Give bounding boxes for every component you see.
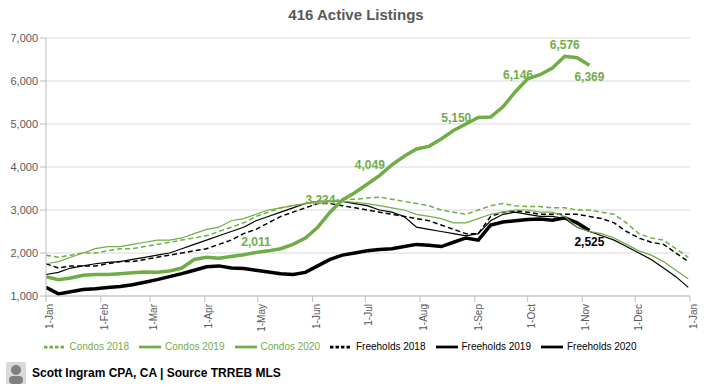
html-text:Freeholds 2019: Freeholds 2019 bbox=[461, 340, 531, 352]
html-text:Freeholds 2020: Freeholds 2020 bbox=[567, 340, 637, 352]
svg-text:1-Jan: 1-Jan bbox=[44, 304, 55, 329]
html-text:Condos 2020: Condos 2020 bbox=[260, 340, 320, 352]
svg-text:1-Sep: 1-Sep bbox=[473, 304, 484, 331]
svg-text:6,369: 6,369 bbox=[574, 70, 604, 84]
svg-text:6,000: 6,000 bbox=[10, 75, 38, 87]
svg-text:1-Apr: 1-Apr bbox=[203, 303, 214, 328]
svg-text:1-Jul: 1-Jul bbox=[363, 304, 374, 326]
svg-text:1-Aug: 1-Aug bbox=[418, 304, 429, 331]
svg-text:3,234: 3,234 bbox=[305, 193, 335, 207]
svg-text:4,000: 4,000 bbox=[10, 161, 38, 173]
svg-text:1-May: 1-May bbox=[256, 304, 267, 332]
svg-text:1-Dec: 1-Dec bbox=[633, 304, 644, 331]
html-text:Condos 2018: Condos 2018 bbox=[69, 340, 129, 352]
svg-text:1-Jan: 1-Jan bbox=[688, 304, 699, 329]
svg-text:4,049: 4,049 bbox=[355, 158, 385, 172]
html-text:Condos 2019: Condos 2019 bbox=[165, 340, 225, 352]
html-text:Scott Ingram CPA, CA | Source: Scott Ingram CPA, CA | Source TRREB MLS bbox=[32, 366, 281, 380]
svg-text:7,000: 7,000 bbox=[10, 32, 38, 44]
svg-text:5,150: 5,150 bbox=[441, 111, 471, 125]
svg-text:1-Oct: 1-Oct bbox=[526, 304, 537, 329]
svg-text:1-Feb: 1-Feb bbox=[99, 304, 110, 331]
svg-text:5,000: 5,000 bbox=[10, 118, 38, 130]
svg-text:1-Nov: 1-Nov bbox=[580, 304, 591, 331]
svg-text:2,525: 2,525 bbox=[574, 235, 604, 249]
html-text:Freeholds 2018: Freeholds 2018 bbox=[356, 340, 426, 352]
svg-text:2,000: 2,000 bbox=[10, 247, 38, 259]
svg-text:3,000: 3,000 bbox=[10, 204, 38, 216]
svg-text:1-Mar: 1-Mar bbox=[148, 303, 159, 330]
svg-text:6,146: 6,146 bbox=[503, 68, 533, 82]
svg-text:1-Jun: 1-Jun bbox=[311, 304, 322, 329]
html-text:416 Active Listings: 416 Active Listings bbox=[288, 6, 424, 23]
svg-text:1,000: 1,000 bbox=[10, 290, 38, 302]
svg-text:6,576: 6,576 bbox=[550, 38, 580, 52]
svg-text:2,011: 2,011 bbox=[241, 235, 271, 249]
